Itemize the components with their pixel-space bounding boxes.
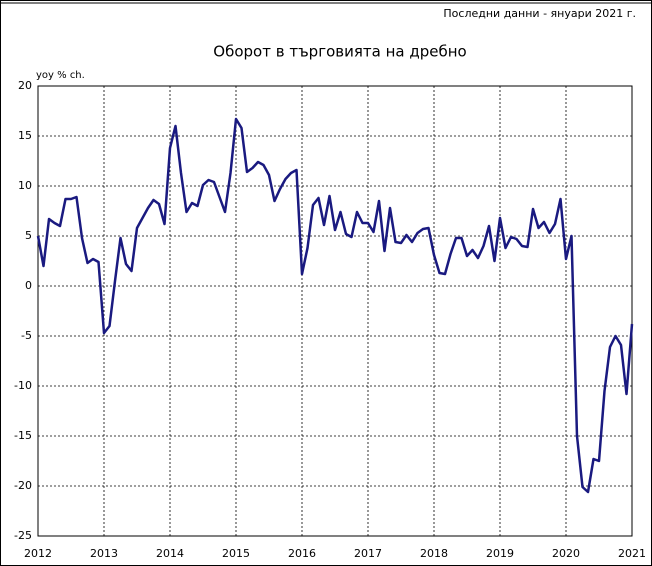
y-tick-label: 15 (18, 129, 32, 142)
data-line (36, 117, 634, 494)
note: Последни данни - януари 2021 г. (443, 7, 636, 20)
y-tick-label: -15 (14, 429, 32, 442)
x-tick-label: 2016 (288, 547, 316, 560)
y-tick-label: 0 (25, 279, 32, 292)
chart-title: Оборот в търговията на дребно (213, 43, 466, 61)
y-tick-label: 20 (18, 79, 32, 92)
x-tick-label: 2013 (90, 547, 118, 560)
x-tick-label: 2017 (354, 547, 382, 560)
x-tick-label: 2014 (156, 547, 184, 560)
x-tick-label: 2021 (618, 547, 646, 560)
x-tick-label: 2012 (24, 547, 52, 560)
y-tick-label: 10 (18, 179, 32, 192)
y-tick-label: -5 (21, 329, 32, 342)
y-tick-label: -10 (14, 379, 32, 392)
y-tick-label: 5 (25, 229, 32, 242)
plot-area (37, 85, 633, 537)
x-tick-label: 2019 (486, 547, 514, 560)
y-tick-label: -20 (14, 479, 32, 492)
x-tick-label: 2015 (222, 547, 250, 560)
x-tick-label: 2018 (420, 547, 448, 560)
y-axis-label: yoy % ch. (36, 70, 85, 81)
y-tick-label: -25 (14, 529, 32, 542)
x-tick-label: 2020 (552, 547, 580, 560)
